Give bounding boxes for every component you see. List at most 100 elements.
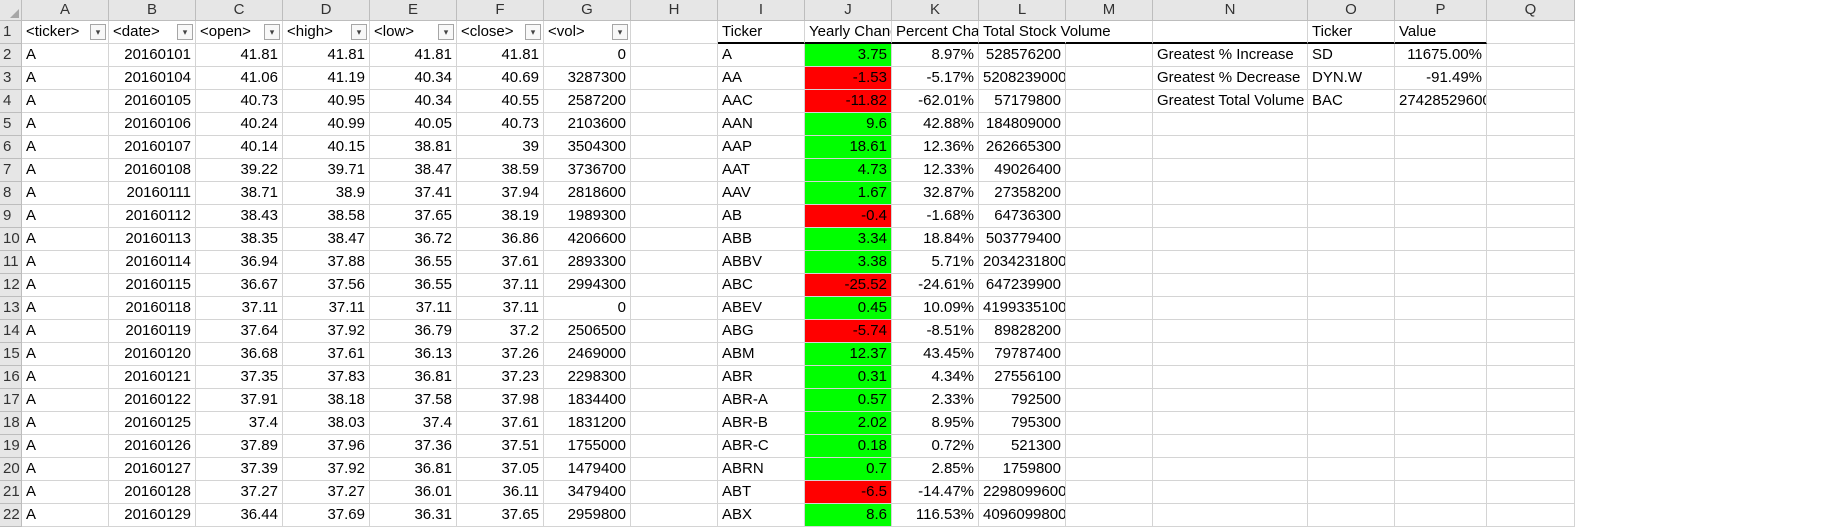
cell-O5[interactable]: [1308, 113, 1395, 136]
cell-P9[interactable]: [1395, 205, 1487, 228]
cell-K19[interactable]: 0.72%: [892, 435, 979, 458]
filter-header-F[interactable]: <close> ▾: [457, 21, 544, 44]
row-header-13[interactable]: 13: [0, 297, 22, 320]
cell-H21[interactable]: [631, 481, 718, 504]
cell-D22[interactable]: 37.69: [283, 504, 370, 527]
cell-I17[interactable]: ABR-A: [718, 389, 805, 412]
cell-H20[interactable]: [631, 458, 718, 481]
cell-D4[interactable]: 40.95: [283, 90, 370, 113]
cell-L22[interactable]: 4096099800: [979, 504, 1066, 527]
cell-I13[interactable]: ABEV: [718, 297, 805, 320]
cell-L9[interactable]: 64736300: [979, 205, 1066, 228]
cell-C9[interactable]: 38.43: [196, 205, 283, 228]
row-header-7[interactable]: 7: [0, 159, 22, 182]
cell-O7[interactable]: [1308, 159, 1395, 182]
cell-J20[interactable]: 0.7: [805, 458, 892, 481]
cell-Q3[interactable]: [1487, 67, 1575, 90]
cell-A21[interactable]: A: [22, 481, 109, 504]
cell-O6[interactable]: [1308, 136, 1395, 159]
cell-J14[interactable]: -5.74: [805, 320, 892, 343]
cell-K7[interactable]: 12.33%: [892, 159, 979, 182]
cell-I6[interactable]: AAP: [718, 136, 805, 159]
cell-I20[interactable]: ABRN: [718, 458, 805, 481]
cell-A18[interactable]: A: [22, 412, 109, 435]
cell-L20[interactable]: 1759800: [979, 458, 1066, 481]
cell-N17[interactable]: [1153, 389, 1308, 412]
cell-E2[interactable]: 41.81: [370, 44, 457, 67]
cell-C15[interactable]: 36.68: [196, 343, 283, 366]
cell-M15[interactable]: [1066, 343, 1153, 366]
cell-B11[interactable]: 20160114: [109, 251, 196, 274]
cell-N2[interactable]: Greatest % Increase: [1153, 44, 1308, 67]
column-header-M[interactable]: M: [1066, 0, 1153, 21]
cell-D13[interactable]: 37.11: [283, 297, 370, 320]
cell-C17[interactable]: 37.91: [196, 389, 283, 412]
cell-B9[interactable]: 20160112: [109, 205, 196, 228]
cell-E14[interactable]: 36.79: [370, 320, 457, 343]
cell-G5[interactable]: 2103600: [544, 113, 631, 136]
cell-F13[interactable]: 37.11: [457, 297, 544, 320]
cell-B6[interactable]: 20160107: [109, 136, 196, 159]
cell-N9[interactable]: [1153, 205, 1308, 228]
column-header-A[interactable]: A: [22, 0, 109, 21]
cell-H7[interactable]: [631, 159, 718, 182]
cell-L3[interactable]: 5208239000: [979, 67, 1066, 90]
filter-dropdown-icon[interactable]: ▾: [351, 24, 367, 40]
cell-E22[interactable]: 36.31: [370, 504, 457, 527]
cell-N7[interactable]: [1153, 159, 1308, 182]
cell-O4[interactable]: BAC: [1308, 90, 1395, 113]
cell-A17[interactable]: A: [22, 389, 109, 412]
cell-G10[interactable]: 4206600: [544, 228, 631, 251]
cell-Q21[interactable]: [1487, 481, 1575, 504]
cell-M9[interactable]: [1066, 205, 1153, 228]
cell-P18[interactable]: [1395, 412, 1487, 435]
cell-H2[interactable]: [631, 44, 718, 67]
cell-A3[interactable]: A: [22, 67, 109, 90]
cell-G16[interactable]: 2298300: [544, 366, 631, 389]
cell-M14[interactable]: [1066, 320, 1153, 343]
cell-C14[interactable]: 37.64: [196, 320, 283, 343]
column-header-I[interactable]: I: [718, 0, 805, 21]
cell-M3[interactable]: [1066, 67, 1153, 90]
cell-I15[interactable]: ABM: [718, 343, 805, 366]
row-header-2[interactable]: 2: [0, 44, 22, 67]
cell-I16[interactable]: ABR: [718, 366, 805, 389]
cell-P4[interactable]: 27428529600: [1395, 90, 1487, 113]
cell-L21[interactable]: 2298099600: [979, 481, 1066, 504]
row-header-3[interactable]: 3: [0, 67, 22, 90]
cell-I19[interactable]: ABR-C: [718, 435, 805, 458]
cell-L2[interactable]: 528576200: [979, 44, 1066, 67]
cell-P20[interactable]: [1395, 458, 1487, 481]
cell-H17[interactable]: [631, 389, 718, 412]
cell-N5[interactable]: [1153, 113, 1308, 136]
row-header-19[interactable]: 19: [0, 435, 22, 458]
cell-A13[interactable]: A: [22, 297, 109, 320]
cell-J2[interactable]: 3.75: [805, 44, 892, 67]
cell-P12[interactable]: [1395, 274, 1487, 297]
cell-N8[interactable]: [1153, 182, 1308, 205]
cell-F22[interactable]: 37.65: [457, 504, 544, 527]
cell-E8[interactable]: 37.41: [370, 182, 457, 205]
cell-J19[interactable]: 0.18: [805, 435, 892, 458]
column-header-P[interactable]: P: [1395, 0, 1487, 21]
row-header-16[interactable]: 16: [0, 366, 22, 389]
row-header-8[interactable]: 8: [0, 182, 22, 205]
cell-A12[interactable]: A: [22, 274, 109, 297]
cell-A2[interactable]: A: [22, 44, 109, 67]
cell-J7[interactable]: 4.73: [805, 159, 892, 182]
row-header-22[interactable]: 22: [0, 504, 22, 527]
cell-B17[interactable]: 20160122: [109, 389, 196, 412]
cell-P11[interactable]: [1395, 251, 1487, 274]
cell-K21[interactable]: -14.47%: [892, 481, 979, 504]
filter-header-B[interactable]: <date> ▾: [109, 21, 196, 44]
cell-P15[interactable]: [1395, 343, 1487, 366]
row-header-17[interactable]: 17: [0, 389, 22, 412]
cell-G11[interactable]: 2893300: [544, 251, 631, 274]
cell-P8[interactable]: [1395, 182, 1487, 205]
cell-P16[interactable]: [1395, 366, 1487, 389]
row-header-20[interactable]: 20: [0, 458, 22, 481]
cell-Q6[interactable]: [1487, 136, 1575, 159]
cell-P3[interactable]: -91.49%: [1395, 67, 1487, 90]
cell-H16[interactable]: [631, 366, 718, 389]
column-header-C[interactable]: C: [196, 0, 283, 21]
